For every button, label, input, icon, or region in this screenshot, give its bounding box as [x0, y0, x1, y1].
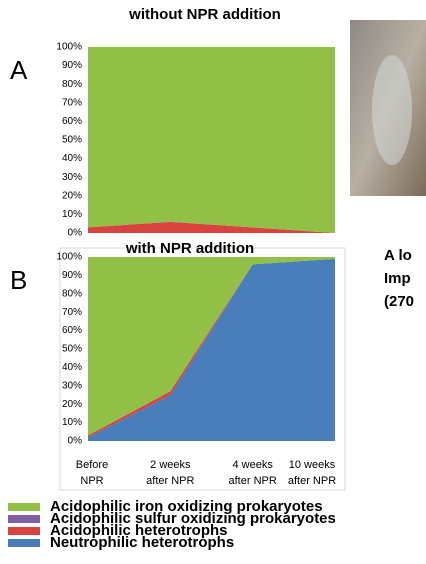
area — [88, 257, 335, 436]
legend-label: Acidophilic sulfur oxidizing prokaryotes — [50, 510, 336, 527]
area — [88, 221, 335, 233]
y-tick-label: 10% — [62, 209, 82, 220]
area — [88, 258, 335, 441]
x-tick-label: 4 weeks after NPR — [228, 459, 277, 487]
y-tick-label: 50% — [62, 344, 82, 355]
y-tick-label: 0% — [68, 228, 83, 239]
y-tick-label: 90% — [62, 60, 82, 71]
y-tick-label: 80% — [62, 79, 82, 90]
legend-label: Neutrophilic heterotrophs — [50, 534, 234, 551]
chart-frame — [59, 247, 346, 491]
x-tick-label: Before NPR — [75, 459, 109, 487]
x-tick-label: 2 weeks after NPR — [146, 459, 195, 487]
y-tick-label: 30% — [62, 172, 82, 183]
side-text: (270 — [384, 293, 414, 310]
y-tick-label: 60% — [62, 325, 82, 336]
legend-swatch — [8, 515, 40, 523]
legend-label: Acidophilic iron oxidizing prokaryotes — [50, 498, 323, 515]
y-tick-label: 100% — [56, 42, 82, 53]
y-tick-label: 40% — [62, 362, 82, 373]
side-text: A lo — [384, 247, 412, 264]
area — [88, 47, 335, 233]
panel-label: A — [10, 55, 28, 85]
y-tick-label: 40% — [62, 153, 82, 164]
y-tick-label: 80% — [62, 288, 82, 299]
legend-swatch — [8, 503, 40, 511]
side-text: Imp — [384, 270, 411, 287]
legend-label: Acidophilic heterotrophs — [50, 522, 228, 539]
y-tick-label: 10% — [62, 417, 82, 428]
y-tick-label: 50% — [62, 135, 82, 146]
x-tick-label: 10 weeks after NPR — [287, 459, 337, 487]
y-tick-label: 20% — [62, 399, 82, 410]
legend-swatch — [8, 527, 40, 535]
panel-label: B — [10, 265, 27, 295]
y-tick-label: 30% — [62, 380, 82, 391]
y-tick-label: 70% — [62, 307, 82, 318]
chart-title: with NPR addition — [125, 240, 254, 257]
legend-swatch — [8, 539, 40, 547]
y-tick-label: 20% — [62, 190, 82, 201]
y-tick-label: 90% — [62, 270, 82, 281]
photo-object — [372, 55, 412, 165]
y-tick-label: 100% — [56, 252, 82, 263]
y-tick-label: 60% — [62, 116, 82, 127]
chart-title: without NPR addition — [128, 6, 281, 23]
y-tick-label: 70% — [62, 97, 82, 108]
y-tick-label: 0% — [68, 436, 83, 447]
